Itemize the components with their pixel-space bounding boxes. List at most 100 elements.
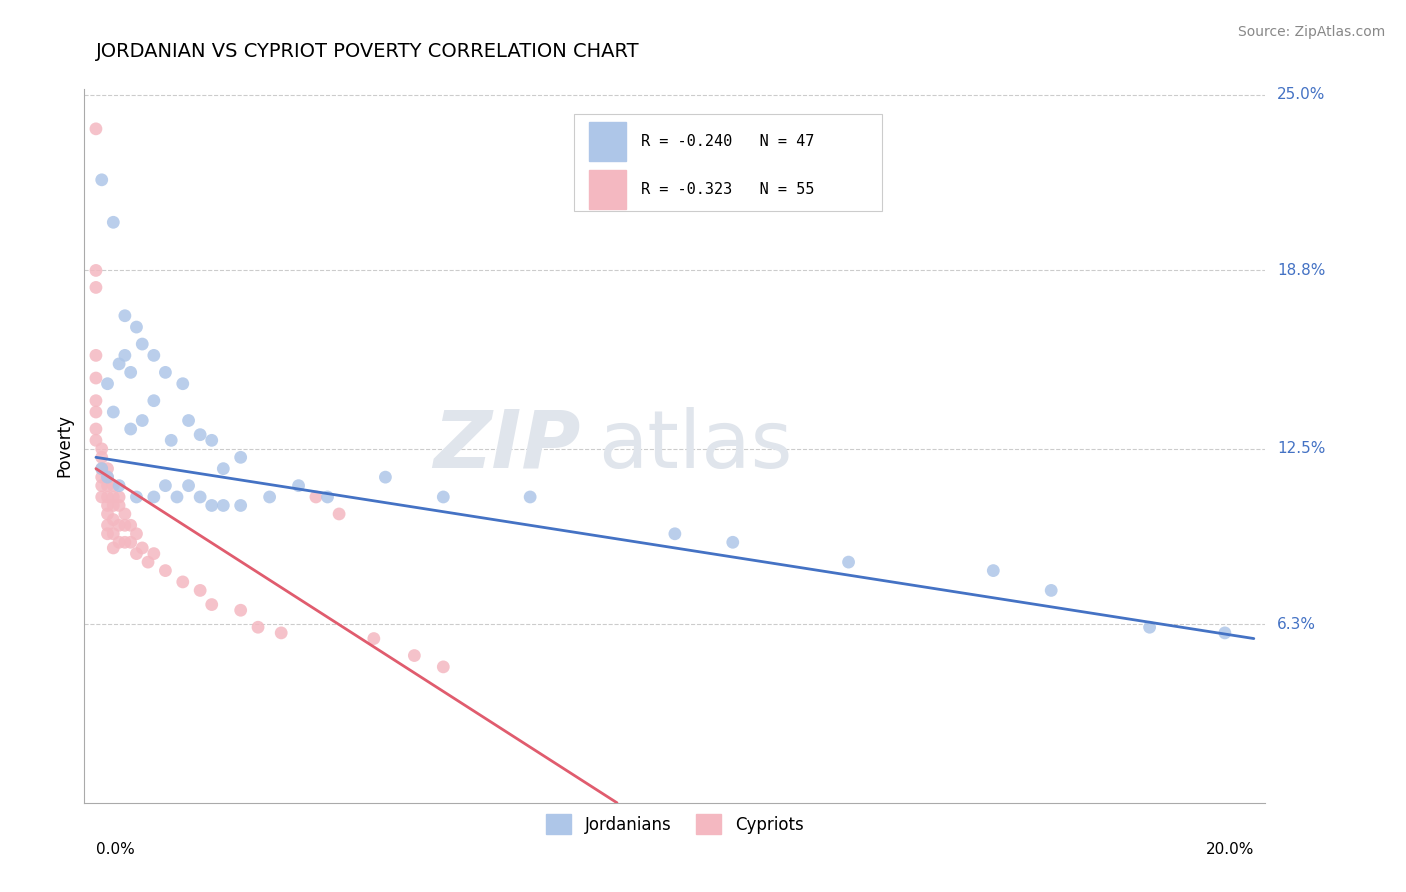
Point (432, 490, 454, 504)
Point (155, 478, 177, 492)
Point (404, 648, 426, 663)
Point (84, 348, 107, 362)
Point (374, 470, 396, 484)
Point (212, 499, 235, 513)
Point (103, 541, 125, 555)
Point (90, 173, 112, 187)
Point (103, 499, 125, 513)
Text: 20.0%: 20.0% (1205, 842, 1254, 857)
Point (177, 413, 200, 427)
Point (114, 518, 136, 533)
Point (172, 574, 194, 589)
Point (90, 461, 112, 475)
Point (103, 405, 125, 419)
Point (108, 490, 131, 504)
Point (160, 434, 183, 448)
Point (247, 620, 270, 634)
Point (103, 215, 125, 229)
Point (84, 280, 107, 294)
Point (84, 263, 107, 277)
Point (305, 490, 328, 504)
Point (188, 490, 211, 504)
Point (120, 535, 142, 549)
Point (136, 555, 159, 569)
Text: 12.5%: 12.5% (1277, 442, 1326, 457)
Point (84, 405, 107, 419)
Point (84, 393, 107, 408)
Point (270, 626, 292, 640)
Point (229, 450, 252, 465)
Point (1213, 626, 1236, 640)
Point (519, 490, 541, 504)
Point (201, 434, 224, 448)
Point (90, 450, 112, 465)
Point (114, 309, 136, 323)
Point (229, 499, 252, 513)
Point (838, 555, 860, 569)
Text: R = -0.323   N = 55: R = -0.323 N = 55 (641, 182, 814, 197)
Bar (589, 121, 627, 161)
Point (155, 564, 177, 578)
Point (120, 365, 142, 379)
Point (90, 478, 112, 492)
Point (84, 371, 107, 385)
Text: atlas: atlas (598, 407, 793, 485)
Point (142, 547, 165, 561)
Text: 0.0%: 0.0% (96, 842, 135, 857)
Point (155, 365, 177, 379)
Point (1139, 620, 1161, 634)
Point (103, 513, 125, 527)
Point (108, 518, 131, 533)
Point (114, 507, 136, 521)
Text: ZIP: ZIP (433, 407, 581, 485)
Point (120, 422, 142, 436)
Point (90, 470, 112, 484)
Point (177, 478, 200, 492)
Point (114, 348, 136, 362)
Point (328, 507, 350, 521)
Point (1040, 583, 1063, 598)
Point (96, 499, 118, 513)
FancyBboxPatch shape (575, 114, 882, 211)
Text: 6.3%: 6.3% (1277, 617, 1316, 632)
Point (103, 490, 125, 504)
Point (96, 518, 118, 533)
Point (166, 490, 188, 504)
Point (84, 434, 107, 448)
Point (96, 490, 118, 504)
Point (142, 490, 165, 504)
Legend: Jordanians, Cypriots: Jordanians, Cypriots (540, 807, 810, 841)
Text: R = -0.240   N = 47: R = -0.240 N = 47 (641, 134, 814, 149)
Point (96, 478, 118, 492)
Point (981, 564, 1004, 578)
Point (84, 121, 107, 136)
Point (363, 632, 385, 646)
Text: 18.8%: 18.8% (1277, 263, 1326, 278)
Point (172, 376, 194, 391)
Point (188, 583, 211, 598)
Point (212, 461, 235, 475)
Point (125, 320, 148, 334)
Point (229, 603, 252, 617)
Point (188, 427, 211, 442)
Point (96, 470, 118, 484)
Point (108, 357, 131, 371)
Point (131, 541, 153, 555)
Point (142, 348, 165, 362)
Point (131, 413, 153, 427)
Bar (589, 169, 627, 209)
Point (316, 490, 339, 504)
Point (201, 598, 224, 612)
Point (96, 461, 118, 475)
Point (108, 478, 131, 492)
Point (125, 490, 148, 504)
Point (96, 526, 118, 541)
Point (90, 442, 112, 456)
Point (259, 490, 281, 504)
Point (664, 526, 686, 541)
Point (103, 526, 125, 541)
Y-axis label: Poverty: Poverty (55, 415, 73, 477)
Text: JORDANIAN VS CYPRIOT POVERTY CORRELATION CHART: JORDANIAN VS CYPRIOT POVERTY CORRELATION… (96, 42, 640, 61)
Point (108, 535, 131, 549)
Point (108, 499, 131, 513)
